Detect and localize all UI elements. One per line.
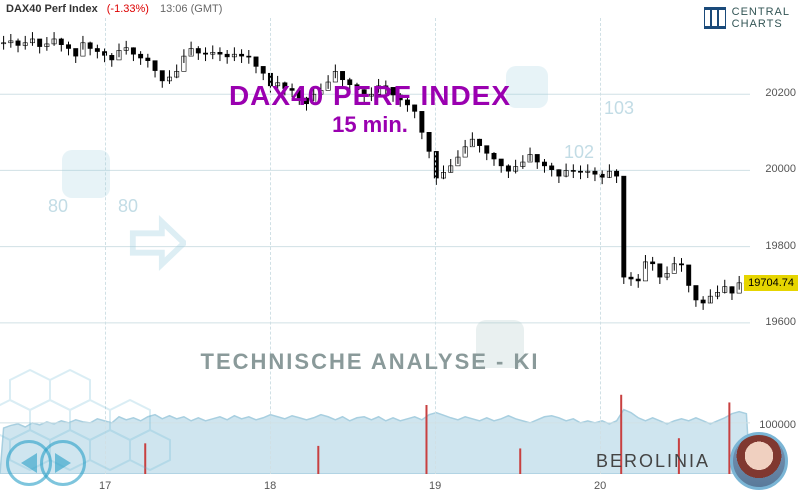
y-axis-tick: 20000 bbox=[765, 163, 796, 175]
volume-y-tick: 100000 bbox=[759, 419, 796, 431]
chart-container: DAX40 Perf Index (-1.33%) 13:06 (GMT) CE… bbox=[0, 0, 800, 500]
current-price-badge: 19704.74 bbox=[744, 275, 798, 291]
x-axis-tick: 18 bbox=[264, 480, 276, 492]
y-axis-tick: 19600 bbox=[765, 316, 796, 328]
instrument-name: DAX40 Perf Index bbox=[6, 3, 98, 15]
x-axis-tick: 20 bbox=[594, 480, 606, 492]
logo-text: CENTRALCHARTS bbox=[732, 6, 790, 30]
price-chart bbox=[0, 18, 750, 380]
change-percent: (-1.33%) bbox=[107, 3, 149, 15]
chart-header: DAX40 Perf Index (-1.33%) 13:06 (GMT) bbox=[6, 3, 222, 15]
provider-logo: CENTRALCHARTS bbox=[704, 6, 790, 30]
avatar-icon bbox=[730, 432, 788, 490]
timestamp: 13:06 (GMT) bbox=[160, 3, 222, 15]
logo-icon bbox=[704, 7, 726, 29]
x-axis-tick: 17 bbox=[99, 480, 111, 492]
brand-name: BEROLINIA bbox=[596, 451, 710, 472]
nav-next-icon[interactable] bbox=[40, 440, 86, 486]
price-y-axis: 19600 19800 20000 20200 bbox=[752, 18, 800, 380]
x-axis-tick: 19 bbox=[429, 480, 441, 492]
y-axis-tick: 19800 bbox=[765, 240, 796, 252]
x-axis: 17 18 19 20 bbox=[0, 480, 750, 498]
y-axis-tick: 20200 bbox=[765, 87, 796, 99]
